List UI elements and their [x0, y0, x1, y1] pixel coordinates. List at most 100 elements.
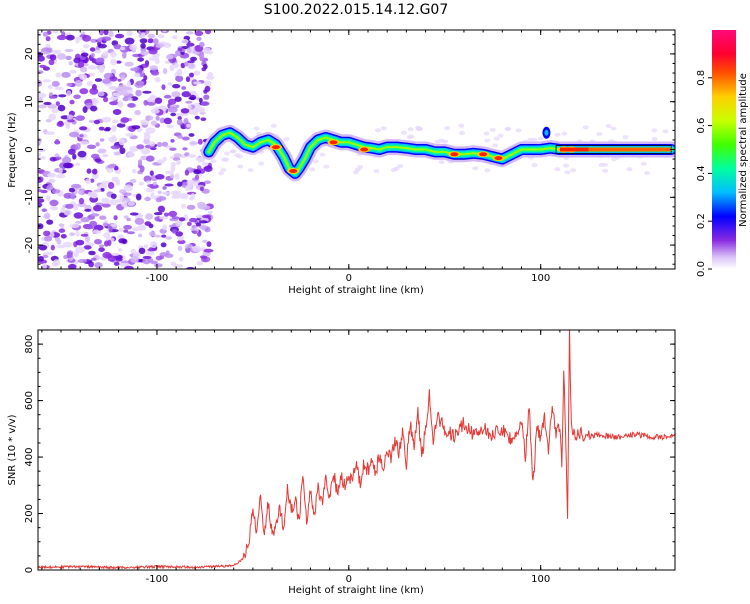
noise-speckle — [119, 262, 129, 267]
noise-speckle — [55, 156, 62, 160]
noise-speckle — [199, 224, 207, 231]
noise-speckle — [85, 226, 94, 230]
noise-speckle — [134, 217, 145, 225]
noise-speckle — [107, 164, 116, 169]
noise-speckle — [42, 254, 49, 259]
noise-speckle — [111, 252, 120, 256]
noise-speckle — [49, 199, 59, 207]
noise-speckle — [198, 52, 205, 59]
noise-speckle — [168, 210, 178, 217]
noise-speckle — [158, 196, 167, 201]
noise-speckle — [187, 104, 192, 111]
noise-speckle — [147, 248, 157, 252]
noise-speckle — [88, 119, 96, 124]
trace-halo-speckle — [537, 136, 544, 141]
noise-speckle — [93, 205, 103, 212]
noise-speckle — [102, 78, 111, 84]
trace-halo-speckle — [229, 149, 236, 154]
y-tick-label: 20 — [24, 48, 35, 61]
noise-speckle — [181, 39, 189, 44]
trace-halo-speckle — [309, 167, 315, 172]
noise-speckle — [68, 263, 77, 269]
noise-speckle — [86, 81, 94, 87]
noise-speckle — [48, 59, 55, 66]
noise-speckle — [162, 224, 167, 231]
noise-speckle — [50, 244, 55, 251]
noise-speckle — [196, 165, 202, 171]
noise-speckle — [122, 51, 127, 59]
noise-speckle — [117, 78, 122, 82]
trace-halo-speckle — [458, 123, 465, 128]
noise-speckle — [184, 244, 193, 249]
top-x-axis-label: Height of straight line (km) — [288, 285, 424, 296]
noise-speckle — [60, 234, 67, 239]
trace-halo-speckle — [564, 170, 571, 175]
y-tick-label: 400 — [24, 448, 35, 467]
noise-speckle — [49, 206, 59, 211]
x-tick-label: 100 — [531, 574, 550, 585]
noise-speckle — [137, 80, 144, 86]
noise-speckle — [129, 145, 139, 152]
noise-speckle — [108, 226, 113, 233]
noise-speckle — [119, 194, 125, 201]
noise-speckle — [38, 256, 44, 262]
noise-speckle — [199, 186, 204, 192]
noise-speckle — [105, 126, 111, 131]
noise-speckle — [126, 217, 131, 222]
y-tick-label: 200 — [24, 504, 35, 523]
x-tick-label: 0 — [346, 273, 352, 284]
trace-halo-speckle — [563, 163, 569, 168]
noise-speckle — [97, 43, 107, 49]
noise-speckle — [38, 97, 43, 103]
noise-speckle — [154, 97, 163, 104]
noise-speckle — [177, 134, 183, 139]
noise-speckle — [156, 159, 165, 164]
hot-strip — [559, 147, 589, 152]
noise-speckle — [101, 180, 111, 185]
noise-speckle — [196, 36, 202, 41]
noise-speckle — [137, 224, 147, 231]
noise-speckle — [143, 134, 151, 140]
trace-halo-speckle — [220, 167, 227, 172]
trace-halo-speckle — [531, 163, 538, 168]
trace-halo-speckle — [626, 167, 633, 172]
noise-speckle — [189, 141, 199, 145]
noise-speckle — [143, 244, 149, 249]
frequency-trace — [200, 124, 675, 182]
noise-speckle — [154, 58, 160, 65]
noise-speckle — [192, 245, 202, 253]
noise-speckle — [80, 66, 88, 73]
top-y-axis-label: Frequency (Hz) — [7, 112, 18, 188]
noise-speckle — [98, 126, 105, 131]
noise-speckle — [94, 78, 103, 82]
trace-halo-speckle — [270, 123, 277, 128]
noise-speckle — [184, 169, 190, 176]
noise-speckle — [123, 215, 129, 219]
noise-speckle — [189, 94, 197, 101]
noise-speckle — [47, 172, 57, 178]
noise-speckle — [124, 265, 134, 269]
y-tick-label: 0 — [24, 146, 35, 152]
noise-speckle — [148, 48, 158, 55]
trace-halo-speckle — [484, 168, 491, 173]
noise-speckle — [94, 239, 102, 245]
noise-speckle — [179, 193, 189, 198]
noise-speckle — [115, 179, 121, 186]
noise-speckle — [41, 51, 50, 55]
noise-speckle — [148, 231, 156, 237]
noise-speckle — [154, 77, 161, 83]
y-tick-label: 800 — [24, 335, 35, 354]
noise-speckle — [149, 170, 154, 176]
noise-speckle — [153, 234, 161, 238]
noise-speckle — [61, 71, 71, 78]
noise-speckle — [46, 184, 54, 191]
noise-speckle — [127, 152, 135, 158]
noise-speckle — [167, 81, 173, 86]
noise-speckle — [149, 65, 158, 71]
noise-speckle — [200, 117, 207, 121]
noise-speckle — [47, 104, 58, 109]
noise-speckle — [69, 99, 75, 105]
bottom-y-ticks: 0 200 400 600 800 — [24, 329, 675, 573]
trace-halo-speckle — [223, 151, 230, 156]
